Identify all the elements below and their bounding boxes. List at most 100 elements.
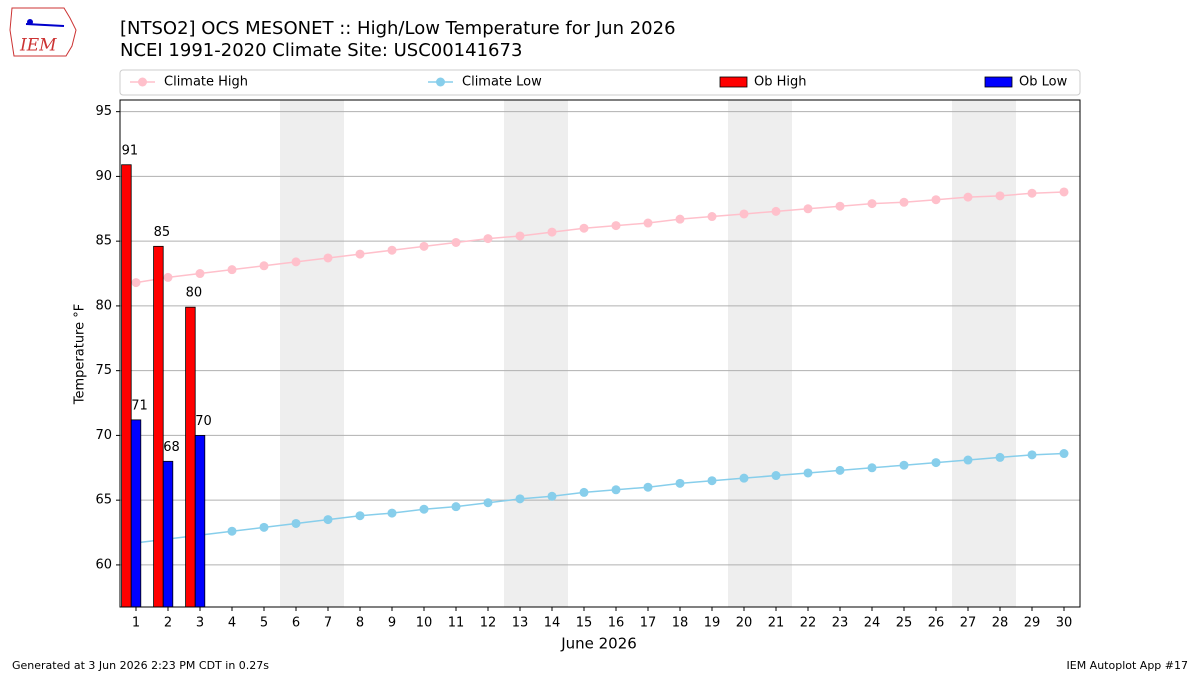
value-label: 70 [195, 414, 212, 429]
x-tick-label: 24 [864, 616, 881, 631]
value-label: 91 [122, 143, 139, 158]
x-tick-label: 25 [896, 616, 913, 631]
marker [995, 452, 1005, 462]
marker [803, 204, 813, 214]
legend-label: Ob High [754, 75, 807, 90]
marker [963, 192, 973, 202]
x-tick-label: 15 [576, 616, 593, 631]
marker [387, 508, 397, 518]
weekend-band [728, 100, 792, 607]
marker [1059, 449, 1069, 459]
value-label: 71 [131, 398, 148, 413]
y-tick-label: 60 [95, 557, 112, 572]
marker [355, 249, 365, 259]
plot-frame [119, 99, 1081, 608]
marker [483, 234, 493, 244]
value-label: 68 [163, 440, 180, 455]
marker [227, 526, 237, 536]
marker [963, 455, 973, 465]
marker [931, 195, 941, 205]
legend-label: Climate Low [462, 75, 542, 90]
x-tick-label: 3 [196, 616, 204, 631]
x-tick-label: 2 [164, 616, 172, 631]
line [135, 191, 1065, 284]
marker [227, 265, 237, 275]
marker [131, 278, 141, 288]
footer-right: IEM Autoplot App #17 [1067, 659, 1189, 672]
y-tick-label: 65 [95, 493, 112, 508]
marker [1059, 187, 1069, 197]
marker [803, 468, 813, 478]
marker [643, 218, 653, 228]
chart-title: [NTSO2] OCS MESONET :: High/Low Temperat… [120, 18, 676, 39]
bar [153, 245, 164, 608]
marker [515, 494, 525, 504]
x-axis-label: June 2026 [560, 635, 637, 653]
weekend-band [280, 100, 344, 607]
logo-text: IEM [19, 36, 57, 56]
x-tick-label: 11 [448, 616, 465, 631]
legend-handle [984, 76, 1013, 88]
x-tick-label: 5 [260, 616, 268, 631]
x-tick-label: 10 [416, 616, 433, 631]
y-tick-label: 75 [95, 363, 112, 378]
chart-subtitle: NCEI 1991-2020 Climate Site: USC00141673 [120, 40, 522, 61]
x-tick-label: 27 [960, 616, 977, 631]
marker [707, 212, 717, 222]
marker [1027, 188, 1037, 198]
marker [259, 522, 269, 532]
marker [323, 253, 333, 263]
x-tick-label: 23 [832, 616, 849, 631]
x-tick-label: 26 [928, 616, 945, 631]
marker [643, 482, 653, 492]
marker [515, 231, 525, 241]
x-tick-label: 21 [768, 616, 785, 631]
logo: IEM [9, 7, 77, 57]
marker [323, 515, 333, 525]
x-tick-label: 30 [1056, 616, 1073, 631]
y-tick-label: 90 [95, 169, 112, 184]
x-tick-label: 1 [132, 616, 140, 631]
x-tick-label: 22 [800, 616, 817, 631]
marker [451, 237, 461, 247]
x-tick-label: 12 [480, 616, 497, 631]
y-tick-label: 80 [95, 298, 112, 313]
y-tick-label: 70 [95, 428, 112, 443]
x-tick-label: 20 [736, 616, 753, 631]
marker [547, 227, 557, 237]
marker [675, 478, 685, 488]
marker [899, 460, 909, 470]
legend-box [119, 69, 1081, 96]
marker [419, 241, 429, 251]
x-tick-label: 6 [292, 616, 300, 631]
marker [771, 206, 781, 216]
line [135, 452, 1065, 544]
marker [163, 272, 173, 282]
value-label: 85 [154, 225, 171, 240]
x-tick-label: 4 [228, 616, 236, 631]
x-tick-label: 9 [388, 616, 396, 631]
marker [451, 502, 461, 512]
marker [867, 463, 877, 473]
marker [899, 197, 909, 207]
footer-left: Generated at 3 Jun 2026 2:23 PM CDT in 0… [12, 659, 269, 672]
marker [739, 473, 749, 483]
bar [130, 419, 142, 608]
marker [931, 458, 941, 468]
x-tick-label: 14 [544, 616, 561, 631]
x-tick-label: 8 [356, 616, 364, 631]
x-tick-label: 16 [608, 616, 625, 631]
marker [195, 269, 205, 279]
marker [995, 191, 1005, 201]
marker [387, 245, 397, 255]
marker [771, 471, 781, 481]
marker [419, 504, 429, 514]
weekend-band [952, 100, 1016, 607]
legend-label: Climate High [164, 75, 248, 90]
marker [259, 261, 269, 271]
bar [194, 435, 206, 608]
marker [739, 209, 749, 219]
bar [121, 164, 132, 608]
x-tick-label: 19 [704, 616, 721, 631]
